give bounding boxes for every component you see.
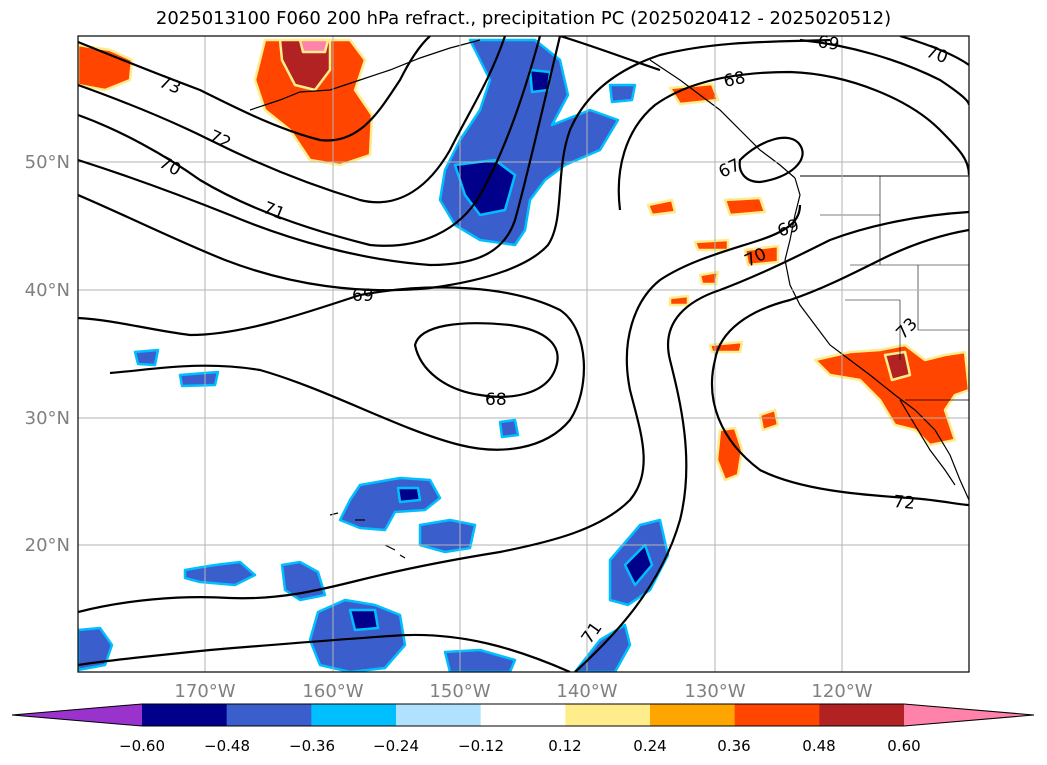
- colorbar-ticks: −0.60 −0.48 −0.36 −0.24 −0.12 0.12 0.24 …: [119, 737, 921, 755]
- contour-label: 68: [722, 68, 747, 92]
- contour-71: [78, 36, 562, 267]
- coastline-west-coast: [784, 259, 969, 501]
- colorbar-segment: [396, 704, 482, 726]
- colorbar-segment: [226, 704, 312, 726]
- longitude-labels: 170°W 160°W 150°W 140°W 130°W 120°W: [174, 681, 872, 702]
- state-borders: [820, 176, 969, 360]
- colorbar-tick: 0.24: [633, 737, 666, 755]
- contour-70-south: [78, 204, 802, 614]
- contour-label: 69: [816, 32, 840, 55]
- fill-southwest-corner: [78, 626, 114, 672]
- fill-south-blob-1: [308, 598, 407, 672]
- contour-68-closed: [413, 322, 559, 398]
- colorbar-segments: [11, 703, 1035, 727]
- colorbar-segment: [480, 704, 566, 726]
- colorbar-tick: −0.60: [119, 737, 165, 755]
- colorbar-tick: 0.12: [548, 737, 581, 755]
- colorbar-segment: [819, 704, 905, 726]
- coastline-baja: [899, 399, 956, 486]
- lon-label-140w: 140°W: [556, 681, 617, 702]
- fill-coast-warm-3: [698, 270, 720, 286]
- contour-72: [78, 36, 507, 204]
- fill-small-3: [498, 418, 520, 439]
- fill-offshore-warm: [715, 426, 744, 482]
- contour-71-south: [78, 210, 969, 672]
- fill-pnw-warm-3: [693, 238, 730, 252]
- colorbar-extend-max: [904, 704, 1034, 726]
- colorbar-tick: −0.24: [373, 737, 419, 755]
- colorbar-outline: [11, 703, 1035, 727]
- fill-pnw-warm-1: [646, 198, 677, 217]
- fill-coast-warm-2: [758, 408, 780, 432]
- fill-alaska-warm: [668, 82, 720, 106]
- lat-label-40n: 40°N: [25, 280, 70, 301]
- fill-coast-warm-4: [668, 294, 690, 307]
- coastline-alaska: [249, 39, 481, 111]
- map-frame: [77, 35, 970, 673]
- contour-label: 68: [485, 390, 507, 410]
- contour-68-north: [617, 70, 969, 211]
- contour-72-south: [710, 228, 969, 507]
- lon-label-130w: 130°W: [684, 681, 745, 702]
- hawaii-islands: [329, 512, 406, 559]
- colorbar: −0.60 −0.48 −0.36 −0.24 −0.12 0.12 0.24 …: [11, 703, 1035, 755]
- contour-label: 72: [893, 492, 916, 514]
- colorbar-segment: [311, 704, 397, 726]
- contour-69-south: [78, 286, 585, 451]
- refractivity-contours: [78, 36, 969, 672]
- fill-hawaii-blob-2: [418, 518, 477, 554]
- colorbar-tick: 0.48: [802, 737, 835, 755]
- fill-small-2: [178, 370, 220, 388]
- fill-pnw-warm-2: [723, 196, 767, 217]
- lon-label-170w: 170°W: [174, 681, 235, 702]
- fill-northwest-warm-max: [298, 38, 330, 54]
- graticule: [78, 36, 969, 672]
- lat-label-20n: 20°N: [25, 535, 70, 556]
- fill-south-blob-1-core: [348, 608, 380, 632]
- fill-california-warm: [813, 343, 969, 447]
- fill-hawaii-blob-1-core: [396, 486, 422, 504]
- contour-73-north: [78, 36, 431, 142]
- contour-69-northeast: [559, 36, 969, 106]
- map-panel: 73 72 70 71 69 68 72 71 68 67 69 70 69 7…: [77, 32, 970, 673]
- colorbar-tick: −0.36: [289, 737, 335, 755]
- fill-far-west-warm: [78, 43, 134, 92]
- fill-pnw-warm-4: [743, 244, 780, 267]
- fill-subtropical-band-core: [623, 543, 654, 587]
- contour-label: 69: [352, 286, 374, 306]
- contour-70-northeast: [899, 36, 969, 66]
- fill-south-center: [443, 648, 517, 672]
- map-title: 2025013100 F060 200 hPa refract., precip…: [155, 8, 892, 29]
- colorbar-tick: −0.48: [204, 737, 250, 755]
- colorbar-segment: [734, 704, 820, 726]
- lat-label-50n: 50°N: [25, 152, 70, 173]
- colorbar-tick: −0.12: [458, 737, 504, 755]
- lon-label-160w: 160°W: [302, 681, 363, 702]
- fill-california-warm-dark: [883, 350, 912, 382]
- contour-69-main: [78, 38, 831, 292]
- fill-gulf-alaska-blob: [608, 83, 637, 104]
- fill-west-blob-1: [183, 560, 257, 587]
- fill-small-1: [133, 348, 160, 367]
- colorbar-tick: 0.36: [717, 737, 750, 755]
- colorbar-segment: [650, 704, 736, 726]
- positive-anomaly-fills: [78, 38, 969, 482]
- contour-70: [78, 36, 542, 247]
- latitude-labels: 50°N 40°N 30°N 20°N: [25, 152, 70, 556]
- coastline-bc-wa: [784, 177, 801, 261]
- colorbar-extend-min: [12, 704, 142, 726]
- colorbar-tick: 0.60: [887, 737, 920, 755]
- colorbar-segment: [565, 704, 651, 726]
- lon-label-120w: 120°W: [811, 681, 872, 702]
- contour-67: [738, 136, 804, 184]
- colorbar-segment: [142, 704, 228, 726]
- lat-label-30n: 30°N: [25, 408, 70, 429]
- lon-label-150w: 150°W: [429, 681, 490, 702]
